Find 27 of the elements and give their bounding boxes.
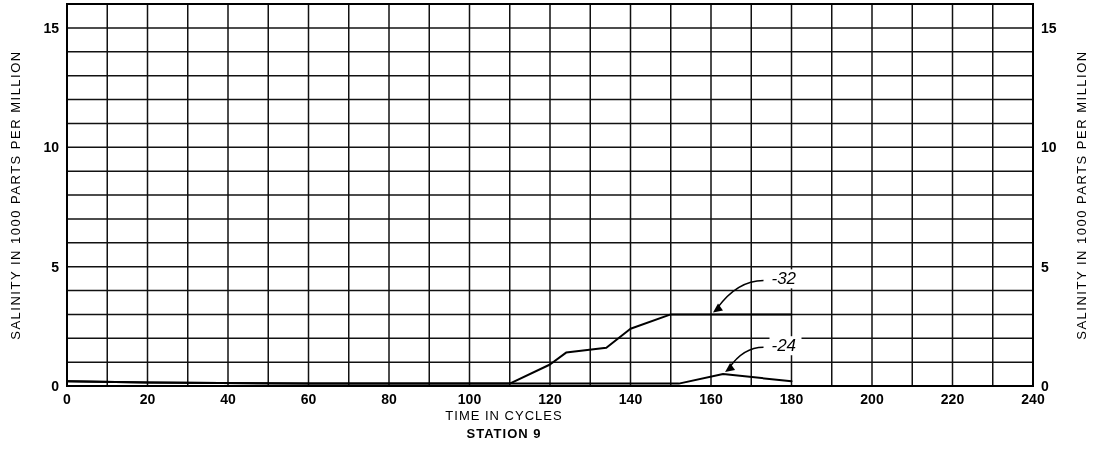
y2-tick-label: 5 [1041,258,1049,275]
y2-tick-label: 0 [1041,378,1049,394]
x-tick-label: 200 [860,391,884,407]
y-tick-label: 15 [43,19,60,36]
y2-tick-label: 10 [1041,139,1057,156]
x-tick-label: 60 [300,391,317,407]
x-tick-label: 0 [63,391,72,407]
x-tick-label: 100 [457,391,482,407]
x-tick-label: 160 [699,391,723,407]
x-tick-label: 120 [538,391,562,407]
x-tick-label: 20 [139,391,156,407]
x-tick-label: 40 [220,391,236,407]
x-tick-label: 180 [779,391,804,407]
y2-axis-title: SALINITY IN 1000 PARTS PER MILLION [1074,50,1089,340]
y-tick-label: 10 [43,139,60,156]
y2-tick-label: 15 [1041,19,1057,36]
series-label: -24 [771,336,797,356]
series-label: -32 [771,269,797,289]
text: STATION 9 [466,426,542,441]
x-tick-label: 240 [1021,391,1045,407]
y-tick-label: 0 [51,378,60,394]
y-tick-label: 5 [51,258,60,275]
y-axis-title: SALINITY IN 1000 PARTS PER MILLION [8,50,23,340]
x-tick-label: 220 [940,391,965,407]
x-tick-label: 140 [618,391,643,407]
x-axis-title: TIME IN CYCLES [445,408,563,423]
x-tick-label: 80 [381,391,397,407]
